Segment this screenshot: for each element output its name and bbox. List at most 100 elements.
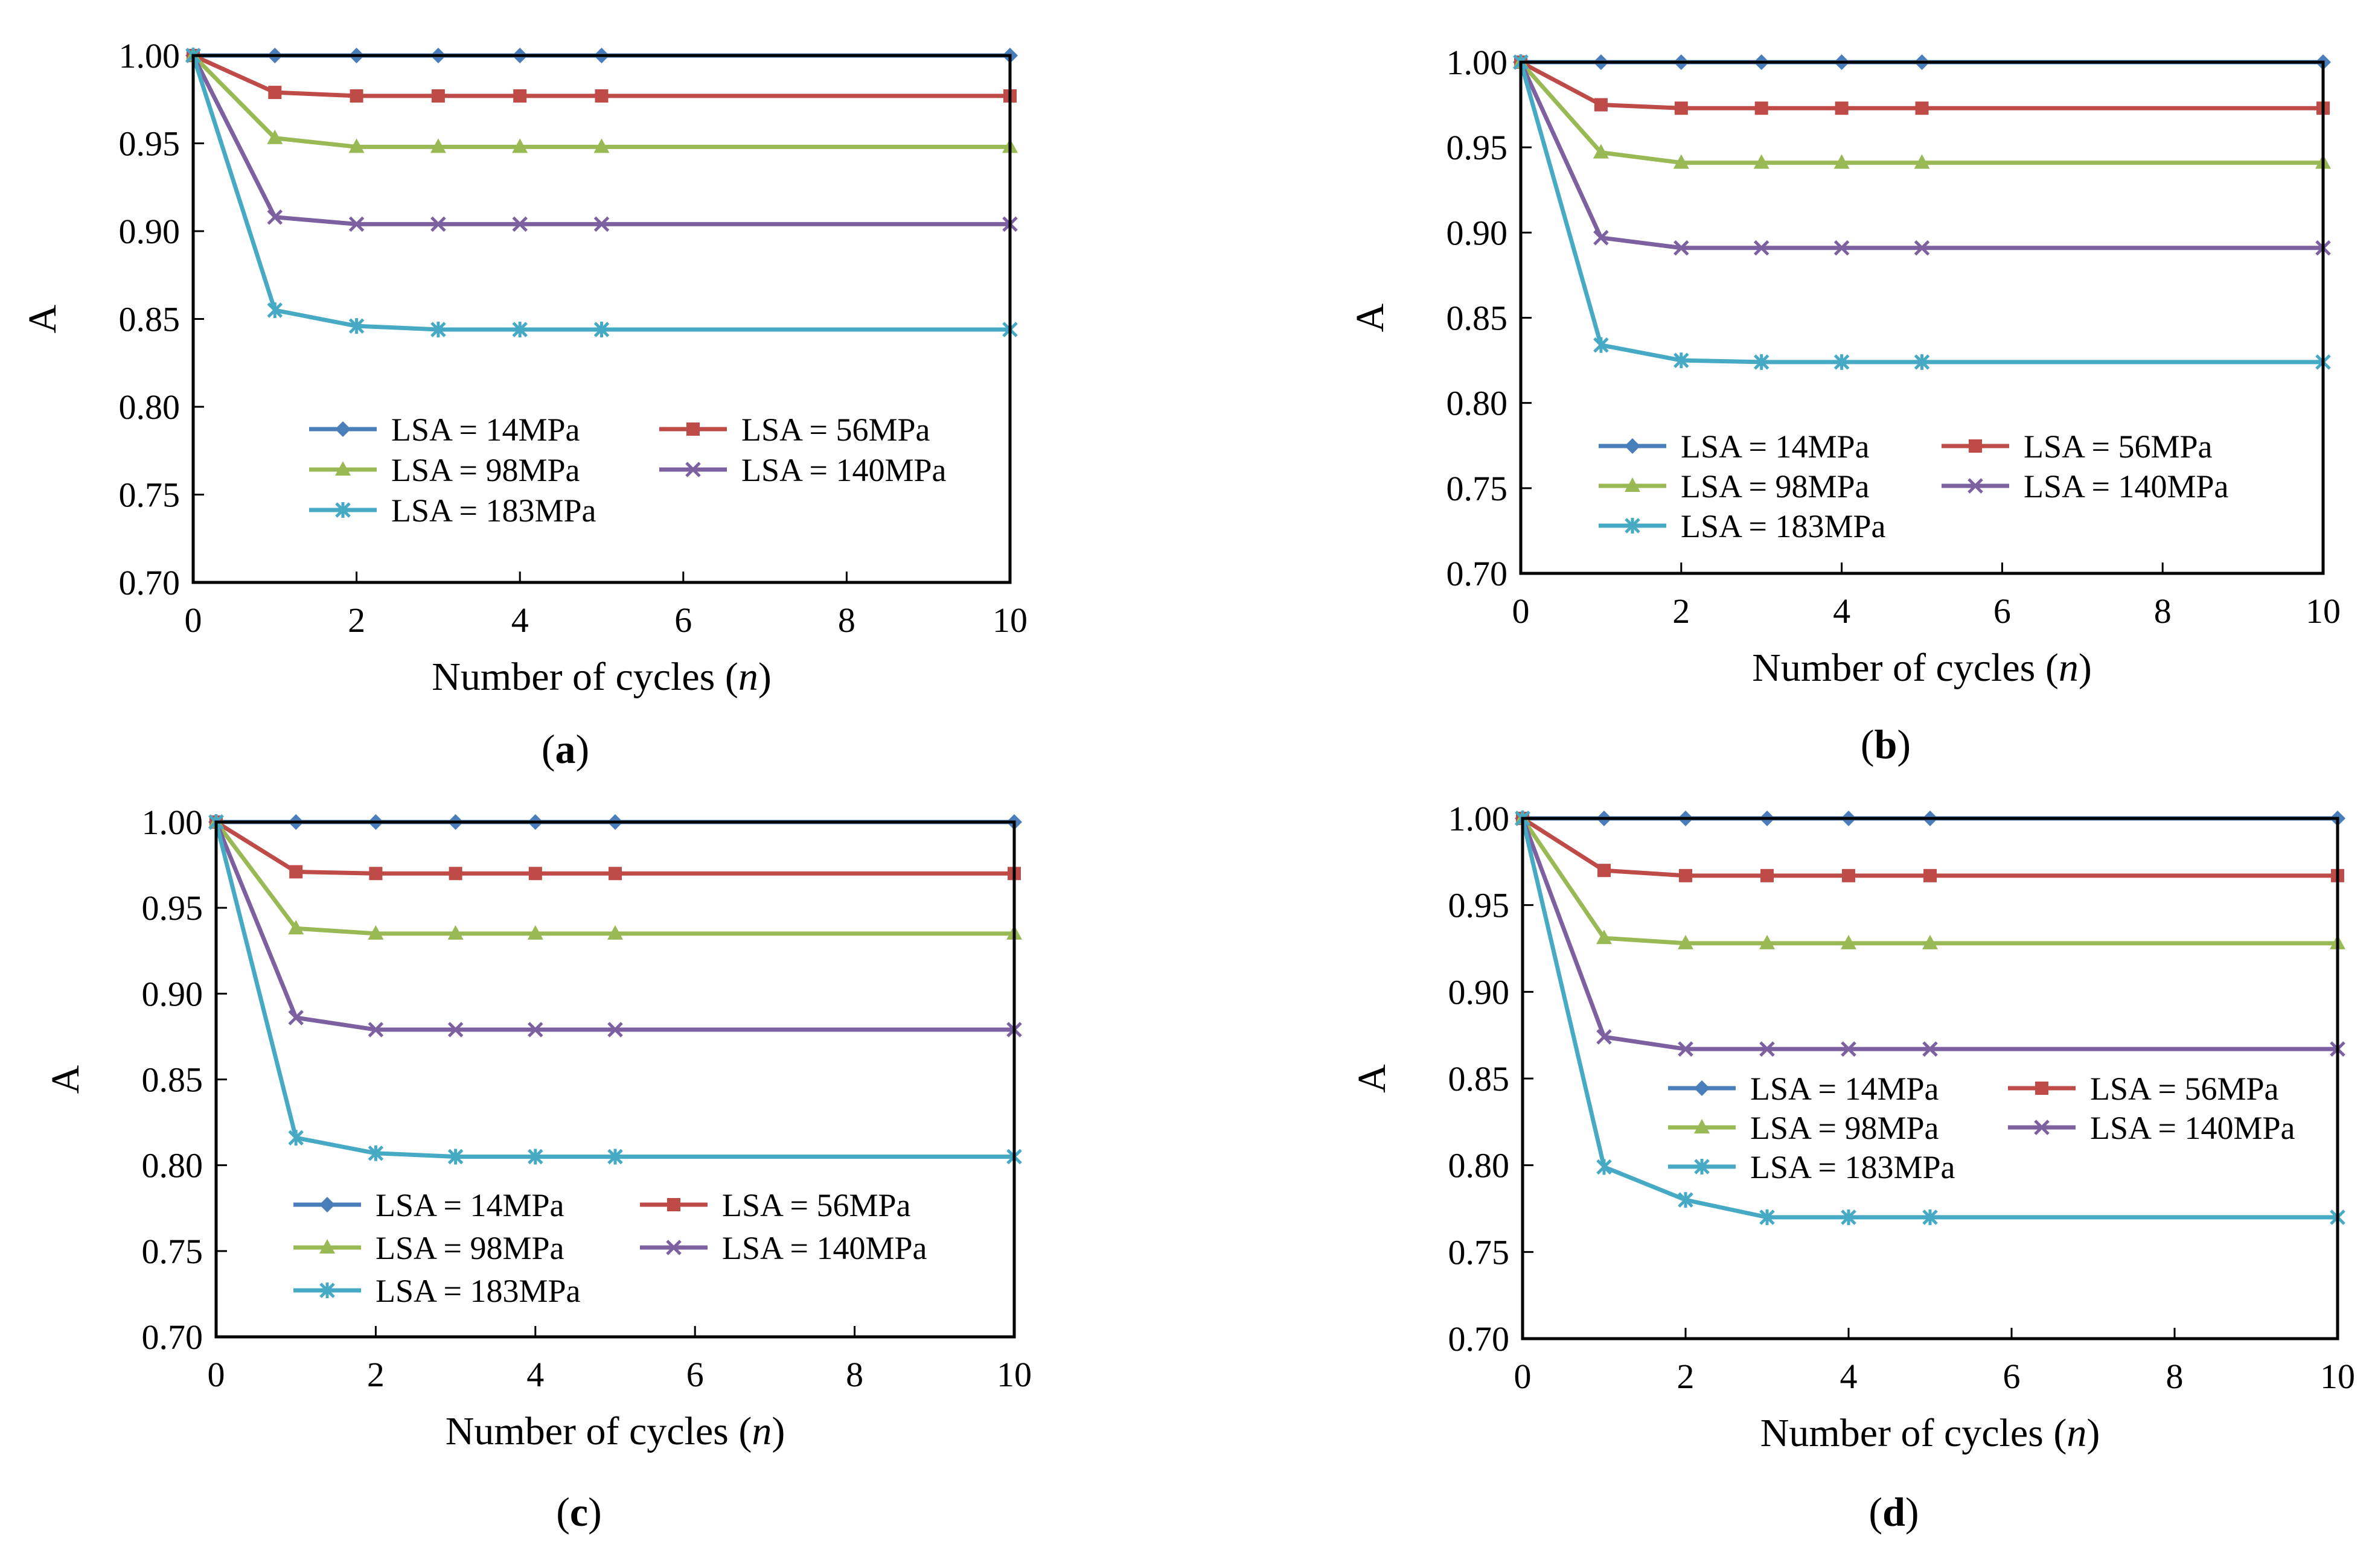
- data-point-lsa-183: [1596, 1159, 1612, 1175]
- data-point-lsa-140: [1674, 240, 1689, 256]
- data-point-lsa-183: [368, 1145, 384, 1161]
- y-axis-label: A: [43, 1065, 88, 1094]
- legend-marker: [1969, 439, 1982, 453]
- x-tick-label: 2: [1672, 591, 1690, 631]
- legend-marker: [319, 1197, 335, 1213]
- y-tick-label: 0.75: [119, 476, 181, 515]
- data-point-lsa-56: [513, 89, 527, 103]
- x-tick-label: 10: [2320, 1357, 2355, 1396]
- legend-label: LSA = 140MPa: [741, 452, 947, 488]
- data-point-lsa-98: [1673, 154, 1689, 169]
- x-tick-label: 10: [993, 601, 1028, 640]
- legend-label: LSA = 56MPa: [2090, 1071, 2279, 1107]
- legend-marker: [667, 1198, 680, 1211]
- legend-marker: [686, 422, 700, 436]
- x-tick-label: 4: [511, 601, 529, 640]
- data-point-lsa-183: [1914, 354, 1930, 370]
- data-point-lsa-140: [593, 216, 610, 232]
- x-tick-label: 0: [1512, 591, 1530, 631]
- data-point-lsa-98: [607, 925, 623, 940]
- data-point-lsa-56: [1674, 101, 1688, 115]
- legend-label: LSA = 56MPa: [741, 412, 930, 448]
- data-point-lsa-98: [1759, 934, 1775, 949]
- data-point-lsa-140: [288, 1010, 304, 1025]
- y-tick-label: 0.95: [1448, 886, 1510, 925]
- panel-caption: (b): [1861, 721, 1911, 767]
- plot-frame: [1521, 817, 2339, 1340]
- y-tick-label: 0.70: [1448, 1319, 1510, 1359]
- data-point-lsa-98: [348, 138, 365, 153]
- data-point-lsa-183: [1922, 1209, 1938, 1225]
- data-point-lsa-56: [1915, 101, 1929, 115]
- x-tick-label: 2: [1677, 1357, 1695, 1396]
- y-tick-label: 0.70: [142, 1318, 203, 1357]
- data-point-lsa-98: [267, 129, 283, 144]
- legend-label: LSA = 56MPa: [722, 1187, 911, 1223]
- legend-label: LSA = 14MPa: [1681, 429, 1870, 465]
- legend-marker: [1625, 518, 1640, 534]
- legend-label: LSA = 140MPa: [2024, 468, 2229, 505]
- legend-marker: [2035, 1082, 2048, 1095]
- data-point-lsa-183: [348, 318, 365, 334]
- y-tick-label: 0.90: [119, 212, 181, 251]
- data-point-lsa-56: [609, 867, 622, 881]
- data-point-lsa-183: [593, 321, 610, 337]
- y-tick-label: 0.80: [142, 1146, 203, 1185]
- data-point-lsa-56: [1597, 864, 1611, 878]
- data-point-lsa-56: [595, 89, 609, 103]
- data-point-lsa-56: [1760, 868, 1774, 882]
- data-point-lsa-98: [527, 925, 543, 940]
- chart-panel-a: 0.70 0.75 0.80 0.85 0.90 0.95 1.00 0 2 4 6 8 10 A Numb…: [21, 36, 1028, 772]
- data-point-lsa-140: [528, 1022, 543, 1037]
- y-tick-label: 0.85: [142, 1060, 203, 1100]
- data-point-lsa-98: [1753, 154, 1769, 169]
- x-tick-label: 6: [674, 601, 692, 640]
- data-point-lsa-98: [1678, 934, 1693, 949]
- data-point-lsa-183: [528, 1149, 543, 1165]
- y-tick-label: 0.75: [1447, 469, 1508, 508]
- data-point-lsa-183: [607, 1149, 623, 1165]
- x-tick-label: 2: [367, 1355, 385, 1394]
- legend-marker: [335, 461, 351, 476]
- data-point-lsa-183: [1678, 1192, 1693, 1208]
- data-point-lsa-98: [1833, 154, 1850, 169]
- data-point-lsa-140: [1596, 1029, 1612, 1045]
- y-axis-label: A: [1350, 1064, 1394, 1093]
- y-tick-label: 0.90: [142, 974, 203, 1013]
- data-point-lsa-183: [267, 302, 283, 318]
- data-point-lsa-183: [1753, 354, 1769, 370]
- data-point-lsa-56: [369, 867, 383, 881]
- legend-marker: [1968, 478, 1983, 494]
- x-tick-label: 8: [2154, 591, 2172, 631]
- y-tick-label: 0.85: [119, 300, 181, 339]
- data-point-lsa-140: [368, 1022, 384, 1037]
- data-point-lsa-56: [350, 89, 363, 103]
- x-tick-label: 6: [686, 1355, 704, 1394]
- legend-label: LSA = 183MPa: [1750, 1149, 1955, 1185]
- panel-caption: (a): [542, 726, 589, 772]
- y-tick-label: 0.80: [1448, 1146, 1510, 1185]
- data-point-lsa-98: [430, 138, 446, 153]
- legend-marker: [1694, 1159, 1710, 1174]
- data-point-lsa-56: [1923, 868, 1937, 882]
- series-line-lsa-140: [1520, 817, 2338, 1051]
- data-point-lsa-98: [1914, 154, 1930, 169]
- x-axis-label: Number of cycles (n): [446, 1409, 785, 1453]
- data-point-lsa-98: [512, 138, 528, 153]
- chart-panel-b: 0.70 0.75 0.80 0.85 0.90 0.95 1.00 0 2 4 6 8 10 A Numb…: [1348, 43, 2341, 767]
- x-tick-label: 0: [185, 601, 202, 640]
- data-point-lsa-183: [430, 321, 446, 337]
- x-tick-label: 6: [2003, 1357, 2021, 1396]
- x-tick-label: 6: [1993, 591, 2011, 631]
- series-line-lsa-56: [1521, 817, 2338, 878]
- data-point-lsa-183: [1833, 354, 1850, 370]
- data-point-lsa-140: [447, 1022, 464, 1037]
- y-tick-label: 1.00: [1448, 799, 1510, 838]
- data-point-lsa-183: [1593, 337, 1609, 353]
- legend-marker: [1625, 477, 1640, 492]
- y-tick-label: 0.75: [1448, 1232, 1510, 1272]
- plot-frame: [1519, 60, 2325, 575]
